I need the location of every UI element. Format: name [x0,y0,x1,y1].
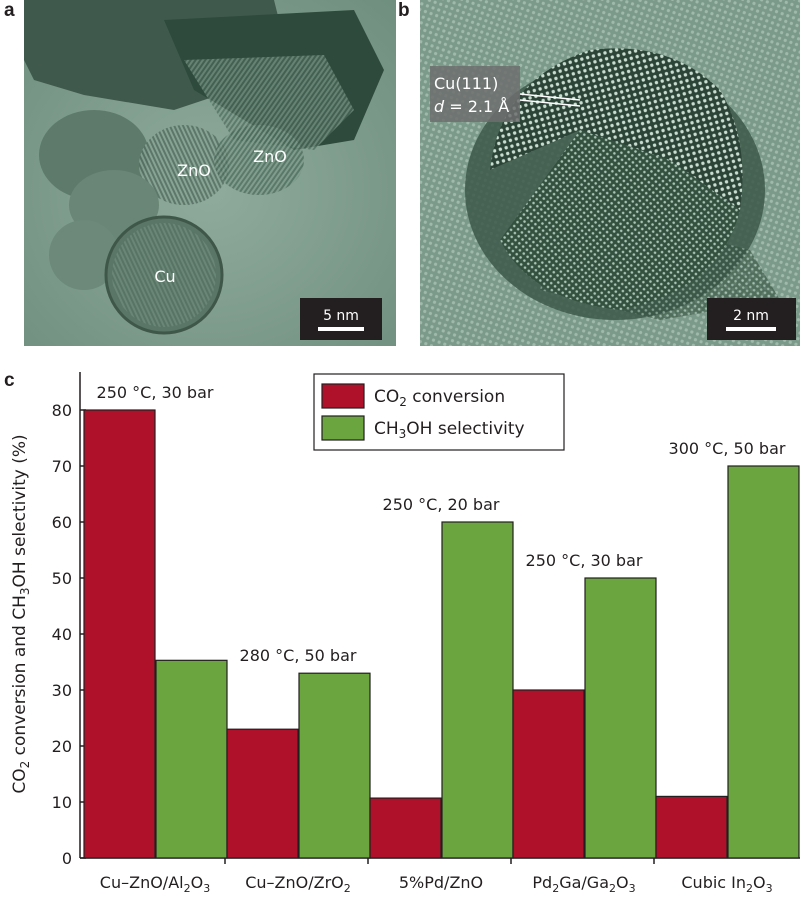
lattice-annotation-spacing: d = 2.1 Å [434,97,509,116]
legend-swatch-co2-conversion [321,383,365,409]
panel-letter-b: b [398,0,410,21]
bar-co2-conversion [512,689,585,859]
condition-label: 250 °C, 20 bar [383,495,500,514]
bar-ch3oh-selectivity [584,577,657,859]
bar-ch3oh-selectivity [298,672,371,859]
lattice-fringe-line-1 [519,93,581,101]
x-tick-label: Pd2​Ga/Ga2​O3​ [532,873,635,895]
scale-bar-b-label: 2 nm [733,308,769,324]
y-tick-label: 10 [52,793,72,812]
bar-co2-conversion [369,797,442,859]
legend-label-co2-conversion: CO2​ conversion [374,387,505,409]
x-tick-label: Cubic In2​O3​ [681,873,772,895]
chart-labels: Cu–ZnO/Al2​O3​ 250 °C, 30 bar Cu–ZnO/ZrO2​… [97,383,786,895]
x-tick-label: 5%Pd/ZnO [399,873,483,892]
chart-bars [83,409,800,859]
panel-letter-a: a [4,0,15,21]
tem-a-label-cu: Cu [154,267,175,286]
y-tick-label: 80 [52,401,72,420]
condition-label: 280 °C, 50 bar [240,646,357,665]
tem-image-a: ZnO ZnO Cu 5 nm [24,0,396,346]
bar-ch3oh-selectivity [441,521,514,859]
legend-label-ch3oh-selectivity: CH3​OH selectivity [374,419,525,441]
lattice-annotation-plane: Cu(111) [434,74,498,93]
lattice-fringe-line-2 [519,99,581,107]
bar-co2-conversion [655,795,728,859]
tem-a-label-zno-1: ZnO [177,161,211,180]
lattice-annotation-box [430,66,520,122]
scale-bar-b-box [707,298,796,340]
bar-ch3oh-selectivity [727,465,800,859]
y-axis-label: CO2​ conversion and CH3​OH selectivity (… [10,434,32,793]
legend-swatch-ch3oh-selectivity [321,415,365,441]
x-tick-label: Cu–ZnO/ZrO2​ [245,873,351,895]
y-tick-label: 50 [52,569,72,588]
chart-legend: CO2​ conversion CH3​OH selectivity [313,373,565,451]
y-tick-label: 60 [52,513,72,532]
y-tick-label: 0 [62,849,72,868]
y-tick-label: 40 [52,625,72,644]
x-tick-label: Cu–ZnO/Al2​O3​ [100,873,210,895]
scale-bar-b-line [726,327,776,331]
panel-letter-c: c [4,370,15,391]
scale-bar-a-line [318,327,364,331]
scale-bar-a-label: 5 nm [323,308,359,324]
y-tick-label: 70 [52,457,72,476]
condition-label: 250 °C, 30 bar [526,551,643,570]
bar-ch3oh-selectivity [155,659,228,859]
condition-label: 300 °C, 50 bar [669,439,786,458]
chart-axes: 0 10 20 30 40 50 60 70 80 CO2​ conversion and CH3… [10,372,800,868]
scale-bar-a-box [300,298,382,340]
tem-image-b: Cu(111) d = 2.1 Å 2 nm [420,0,800,346]
tem-a-label-zno-2: ZnO [253,147,287,166]
y-tick-label: 30 [52,681,72,700]
condition-label: 250 °C, 30 bar [97,383,214,402]
bar-co2-conversion [226,728,299,859]
bar-co2-conversion [83,409,156,859]
y-tick-label: 20 [52,737,72,756]
